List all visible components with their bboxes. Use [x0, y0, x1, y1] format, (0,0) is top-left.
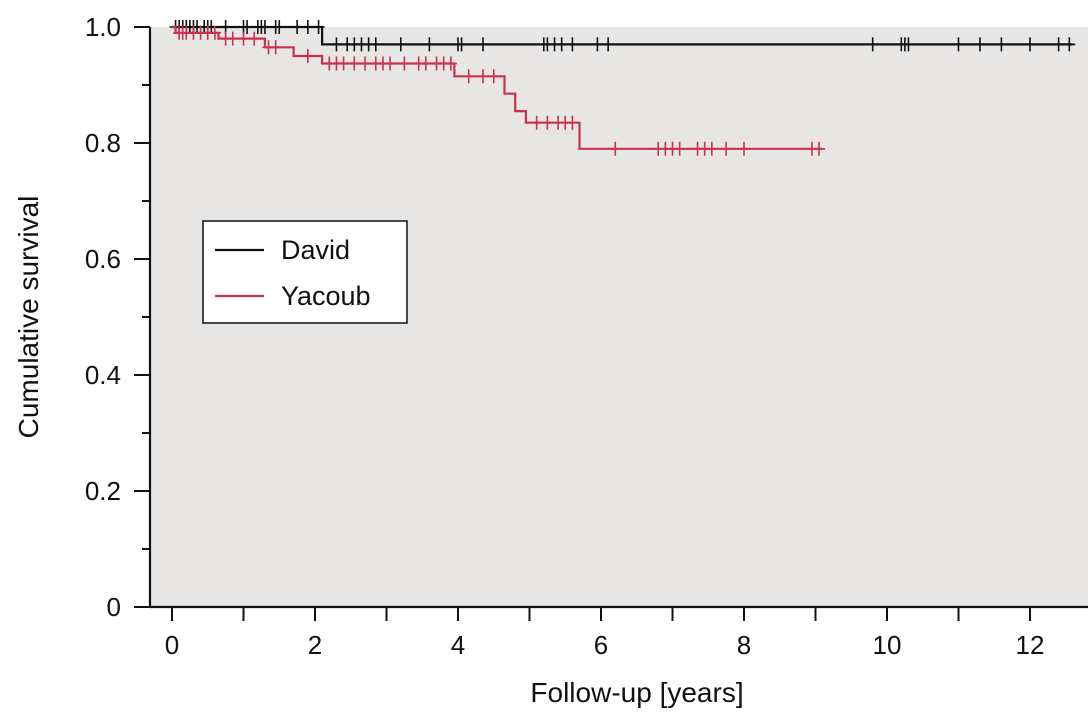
- censor-mark-david: [369, 37, 382, 52]
- censor-mark-david: [995, 37, 1008, 52]
- x-tick-label: 0: [165, 630, 179, 660]
- y-tick-label: 0: [107, 592, 121, 622]
- x-tick-label: 8: [737, 630, 751, 660]
- censor-mark-yacoub: [237, 31, 250, 46]
- censor-mark-yacoub: [248, 31, 261, 46]
- censor-mark-david: [258, 20, 271, 34]
- x-tick-label: 10: [873, 630, 902, 660]
- censor-mark-david: [455, 37, 468, 52]
- censor-mark-david: [423, 37, 436, 52]
- censor-mark-yacoub: [419, 56, 432, 71]
- censor-mark-yacoub: [226, 31, 239, 46]
- censor-mark-yacoub: [208, 25, 221, 40]
- x-tick-label: 12: [1016, 630, 1045, 660]
- censor-mark-yacoub: [384, 56, 397, 71]
- censor-mark-yacoub: [738, 141, 750, 156]
- censor-mark-david: [866, 37, 879, 52]
- censor-mark-yacoub: [477, 69, 490, 84]
- censor-mark-david: [394, 37, 407, 52]
- x-tick-label: 2: [308, 630, 322, 660]
- censor-mark-david: [291, 20, 304, 34]
- censor-mark-yacoub: [348, 56, 361, 71]
- censor-mark-yacoub: [705, 141, 718, 156]
- censor-mark-david: [477, 37, 490, 52]
- censor-mark-yacoub: [337, 56, 350, 71]
- censor-mark-yacoub: [269, 40, 282, 55]
- legend-label-david: David: [281, 235, 350, 265]
- censor-mark-david: [591, 37, 604, 52]
- x-tick-label: 6: [594, 630, 608, 660]
- censor-mark-yacoub: [462, 69, 475, 84]
- x-tick-label: 4: [451, 630, 465, 660]
- censor-mark-david: [273, 20, 286, 34]
- censor-mark-yacoub: [359, 56, 372, 71]
- censor-mark-david: [902, 37, 915, 52]
- censor-mark-yacoub: [530, 115, 543, 130]
- censor-mark-david: [1052, 37, 1065, 52]
- censor-mark-yacoub: [720, 141, 733, 156]
- x-axis-title: Follow-up [years]: [530, 677, 743, 708]
- censor-mark-david: [330, 37, 343, 52]
- censor-mark-david: [602, 37, 615, 52]
- censor-mark-david: [241, 20, 254, 34]
- censor-mark-david: [566, 37, 579, 52]
- y-axis-title: Cumulative survival: [13, 196, 44, 439]
- censor-mark-yacoub: [566, 115, 579, 130]
- legend: David Yacoub: [202, 220, 408, 324]
- censor-mark-david: [1024, 37, 1036, 52]
- censor-mark-yacoub: [813, 141, 826, 156]
- axes-layer: 0 0.2 0.4 0.6 0.8 1.0 0 2 4 6 8 10 12: [85, 12, 1088, 660]
- censor-mark-david: [973, 37, 986, 52]
- censor-mark-yacoub: [444, 56, 457, 71]
- censor-mark-yacoub: [301, 49, 314, 63]
- censor-mark-david: [301, 20, 314, 34]
- censor-mark-david: [312, 20, 325, 34]
- legend-box: [202, 220, 408, 324]
- series-layer: [169, 20, 1076, 156]
- censor-mark-yacoub: [398, 56, 411, 71]
- y-tick-label: 0.4: [85, 360, 121, 390]
- legend-label-yacoub: Yacoub: [281, 281, 371, 311]
- y-tick-label: 0.2: [85, 476, 121, 506]
- y-tick-label: 1.0: [85, 12, 121, 42]
- censor-mark-yacoub: [673, 141, 686, 156]
- censor-mark-david: [952, 37, 965, 52]
- y-tick-label: 0.8: [85, 128, 121, 158]
- y-tick-label: 0.6: [85, 244, 121, 274]
- censor-mark-david: [555, 37, 568, 52]
- censor-mark-yacoub: [541, 115, 554, 130]
- censor-mark-yacoub: [487, 69, 500, 84]
- censor-mark-yacoub: [609, 141, 622, 156]
- censor-mark-david: [1063, 37, 1076, 52]
